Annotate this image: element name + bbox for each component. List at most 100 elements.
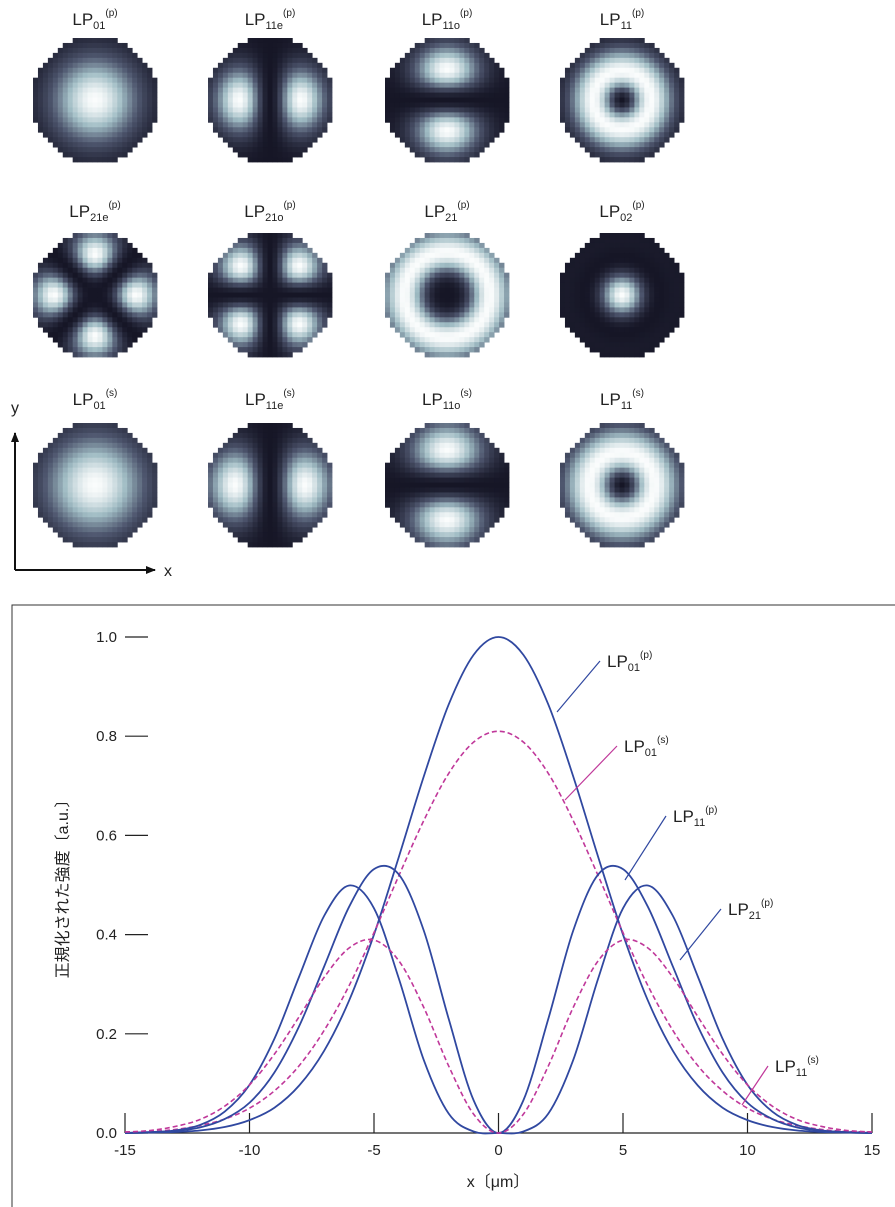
mode-pixel	[263, 522, 268, 527]
mode-pixel	[122, 483, 127, 488]
mode-pixel	[63, 63, 68, 68]
mode-pixel	[243, 258, 248, 263]
mode-pixel	[112, 288, 117, 293]
mode-pixel	[595, 317, 600, 322]
mode-pixel	[287, 278, 292, 283]
mode-pixel	[615, 127, 620, 132]
mode-pixel	[445, 73, 450, 78]
mode-pixel	[494, 307, 499, 312]
mode-pixel	[644, 53, 649, 58]
mode-pixel	[272, 98, 277, 103]
mode-pixel	[464, 297, 469, 302]
mode-pixel	[48, 112, 53, 117]
mode-pixel	[73, 152, 78, 157]
mode-pixel	[307, 332, 312, 337]
mode-pixel	[669, 132, 674, 137]
mode-pixel	[674, 288, 679, 293]
mode-pixel	[112, 468, 117, 473]
mode-pixel	[277, 507, 282, 512]
mode-pixel	[248, 297, 253, 302]
mode-pixel	[669, 102, 674, 107]
mode-pixel	[48, 478, 53, 483]
mode-pixel	[253, 147, 258, 152]
mode-pixel	[595, 302, 600, 307]
mode-pixel	[297, 278, 302, 283]
mode-pixel	[580, 307, 585, 312]
mode-pixel	[479, 302, 484, 307]
mode-pixel	[88, 527, 93, 532]
mode-pixel	[474, 273, 479, 278]
mode-pixel	[585, 122, 590, 127]
mode-pixel	[243, 43, 248, 48]
mode-pixel	[147, 288, 152, 293]
mode-pixel	[489, 117, 494, 122]
mode-pixel	[679, 78, 684, 83]
mode-pixel	[327, 107, 332, 112]
mode-pixel	[277, 443, 282, 448]
mode-pixel	[600, 258, 605, 263]
mode-pixel	[494, 132, 499, 137]
mode-pixel	[654, 83, 659, 88]
mode-pixel	[38, 268, 43, 273]
mode-pixel	[415, 43, 420, 48]
mode-pixel	[474, 317, 479, 322]
mode-pixel	[277, 238, 282, 243]
mode-pixel	[590, 253, 595, 258]
mode-pixel	[565, 278, 570, 283]
mode-pixel	[449, 58, 454, 63]
mode-pixel	[454, 273, 459, 278]
mode-pixel	[644, 152, 649, 157]
mode-pixel	[117, 73, 122, 78]
mode-pixel	[142, 102, 147, 107]
mode-pixel	[33, 293, 38, 298]
mode-pixel	[600, 248, 605, 253]
mode-pixel	[228, 78, 233, 83]
mode-pixel	[73, 483, 78, 488]
mode-pixel	[268, 502, 273, 507]
mode-pixel	[405, 122, 410, 127]
mode-pixel	[634, 233, 639, 238]
mode-pixel	[228, 492, 233, 497]
mode-pixel	[679, 107, 684, 112]
mode-pixel	[629, 152, 634, 157]
mode-pixel	[107, 512, 112, 517]
mode-pixel	[83, 458, 88, 463]
mode-pixel	[88, 352, 93, 357]
mode-pixel	[263, 332, 268, 337]
mode-pixel	[268, 342, 273, 347]
mode-pixel	[33, 497, 38, 502]
mode-pixel	[93, 93, 98, 98]
mode-pixel	[430, 283, 435, 288]
mode-pixel	[97, 233, 102, 238]
mode-pixel	[430, 132, 435, 137]
mode-pixel	[449, 63, 454, 68]
mode-pixel	[629, 248, 634, 253]
mode-pixel	[263, 537, 268, 542]
mode-pixel	[213, 83, 218, 88]
mode-pixel	[83, 68, 88, 73]
mode-pixel	[464, 88, 469, 93]
mode-pixel	[127, 297, 132, 302]
mode-pixel	[405, 117, 410, 122]
mode-pixel	[127, 107, 132, 112]
mode-pixel	[484, 112, 489, 117]
mode-pixel	[68, 297, 73, 302]
mode-pixel	[489, 112, 494, 117]
mode-pixel	[83, 83, 88, 88]
mode-pixel	[263, 312, 268, 317]
mode-pixel	[147, 312, 152, 317]
mode-pixel	[248, 107, 253, 112]
mode-pixel	[63, 107, 68, 112]
mode-pixel	[33, 273, 38, 278]
mode-pixel	[223, 68, 228, 73]
mode-pixel	[83, 268, 88, 273]
mode-pixel	[575, 332, 580, 337]
mode-pixel	[63, 243, 68, 248]
mode-pixel	[238, 453, 243, 458]
mode-pixel	[132, 78, 137, 83]
mode-pixel	[33, 297, 38, 302]
mode-pixel	[464, 288, 469, 293]
mode-pixel	[73, 458, 78, 463]
mode-pixel	[73, 293, 78, 298]
mode-pixel	[38, 463, 43, 468]
